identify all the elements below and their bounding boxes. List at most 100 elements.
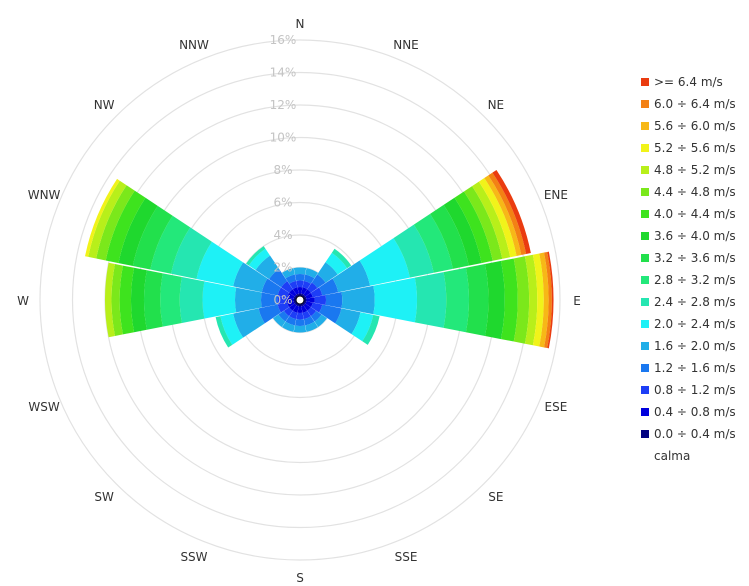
legend-label: 5.2 ÷ 5.6 m/s [654,141,736,155]
petal-wnw-band-3 [261,278,282,296]
petal-nw-band-2 [281,281,293,293]
direction-label-n: N [296,17,305,31]
petal-w-band-2 [277,295,288,305]
legend-swatch [641,232,649,240]
ring-label: 6% [273,196,292,210]
petal-w-band-1 [287,297,294,303]
petal-ese-band-5 [351,312,374,342]
legend-swatch [641,78,649,86]
direction-label-s: S [296,571,304,585]
petal-wsw-band-4 [233,308,265,338]
legend-label: 3.6 ÷ 4.0 m/s [654,229,736,243]
petal-sse-band-2 [302,310,311,320]
direction-label-nw: NW [94,98,115,112]
legend-label: 2.4 ÷ 2.8 m/s [654,295,736,309]
legend-item: 4.4 ÷ 4.8 m/s [641,181,749,203]
legend-item: 2.4 ÷ 2.8 m/s [641,291,749,313]
petal-ne-band-4 [317,262,338,283]
ring-label: 4% [273,228,292,242]
direction-label-wnw: WNW [28,188,61,202]
petal-ene-band-11 [463,186,503,261]
petal-nne-band-4 [305,268,318,279]
petal-e-band-7 [443,267,469,333]
legend-swatch [641,386,649,394]
direction-label-sse: SSE [395,550,418,564]
petal-wsw-band-6 [215,316,233,348]
petal-ene-band-13 [478,178,517,258]
wind-petals [85,169,554,349]
petal-ne-band-2 [307,282,318,293]
petal-e-band-8 [465,264,489,336]
petal-ssw-band-4 [282,321,295,332]
legend-swatch [641,430,649,438]
legend-item: 3.2 ÷ 3.6 m/s [641,247,749,269]
direction-label-nne: NNE [393,38,419,52]
petal-ese-band-3 [318,304,342,324]
petal-nne-band-3 [303,274,315,284]
legend-item: 6.0 ÷ 6.4 m/s [641,93,749,115]
legend-item: 0.4 ÷ 0.8 m/s [641,401,749,423]
radial-tick-labels: 0% 2% 4% 6% 8% 10% 12% 14% 16% [270,33,297,307]
petal-e-band-11 [513,256,530,344]
petal-wnw-band-9 [118,197,158,266]
petal-e-band-13 [532,253,544,347]
legend-label: 0.4 ÷ 0.8 m/s [654,405,736,419]
ring-label: 14% [270,66,297,80]
wind-rose-chart: 0%2%4%6%8%10%12%14%16% NNNENEENEEESESESS… [17,17,581,585]
legend-swatch [641,166,649,174]
petal-ese-band-6 [362,314,380,345]
petal-nw-band-5 [248,248,271,271]
legend-item: 1.6 ÷ 2.0 m/s [641,335,749,357]
legend-item: 2.0 ÷ 2.4 m/s [641,313,749,335]
petal-e-band-5 [373,277,417,323]
petal-ene-band-9 [443,197,482,266]
petal-s-band-1 [297,306,303,313]
petal-w-band-3 [261,292,278,308]
petal-ene-band-2 [310,287,323,298]
legend-item: 2.8 ÷ 3.2 m/s [641,269,749,291]
legend-label: 5.6 ÷ 6.0 m/s [654,119,736,133]
petal-nnw-band-1 [292,287,299,295]
petal-sw-band-3 [278,310,290,322]
legend-label: 2.0 ÷ 2.4 m/s [654,317,736,331]
petal-nw-band-1 [289,289,297,297]
petal-sw-band-2 [283,307,293,317]
ring-label: 8% [273,163,292,177]
legend-label: 6.0 ÷ 6.4 m/s [654,97,736,111]
petal-n-band-2 [296,280,304,288]
petal-ene-band-6 [393,224,434,278]
petal-wsw-band-3 [258,304,282,324]
petal-ene-band-1 [305,292,313,299]
petal-ne-band-1 [303,289,311,297]
legend-swatch [641,452,649,460]
legend-swatch [641,298,649,306]
direction-label-se: SE [488,490,503,504]
petal-ne-band-5 [325,252,348,275]
center-hub [295,295,305,305]
legend-label: 2.8 ÷ 3.2 m/s [654,273,736,287]
legend-swatch [641,408,649,416]
petal-sse-band-3 [303,316,315,326]
petal-sw-band-1 [289,303,297,311]
petal-nnw-band-4 [282,268,295,279]
petal-ene-band-14 [484,175,522,256]
petal-ene-band-16 [492,169,531,254]
direction-label-wsw: WSW [28,400,59,414]
petal-nw-band-3 [269,269,288,288]
legend-swatch [641,210,649,218]
petal-wnw-band-11 [96,185,135,261]
petal-ssw-band-2 [289,310,298,320]
petal-e-band-12 [524,254,538,346]
legend-swatch [641,320,649,328]
petal-wnw-band-6 [171,227,212,279]
direction-label-ene: ENE [544,188,568,202]
petal-w-band-6 [179,277,205,323]
petal-nne-band-2 [302,280,311,290]
petal-ene-band-5 [359,238,410,286]
petal-e-band-2 [314,295,326,305]
petal-s-band-4 [293,325,307,333]
petal-e-band-3 [325,291,343,309]
petal-se-band-4 [314,314,327,327]
direction-label-sw: SW [94,490,114,504]
petal-wnw-band-8 [132,205,173,270]
